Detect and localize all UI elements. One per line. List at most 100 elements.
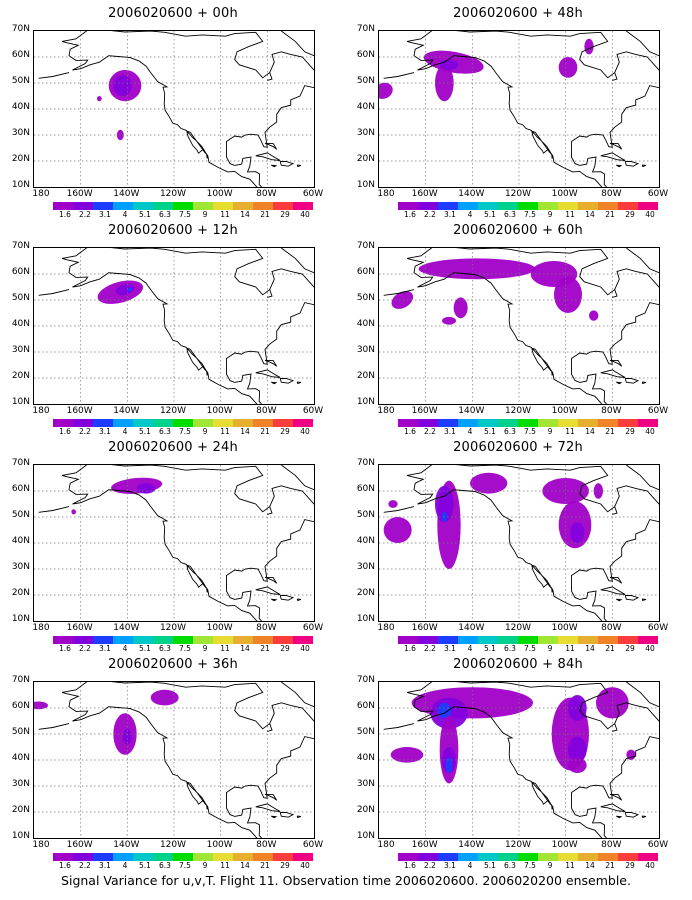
colorbar-swatch [53, 202, 73, 210]
figure-caption: Signal Variance for u,v,T. Flight 11. Ob… [61, 873, 631, 888]
colorbar-label: 6.3 [159, 427, 171, 436]
colorbar-swatch [253, 636, 273, 644]
colorbar-label: 5.1 [484, 210, 496, 219]
colorbar-swatch [233, 202, 253, 210]
colorbar-label: 40 [300, 210, 310, 219]
longitude-label: 100W [206, 840, 233, 850]
colorbar-swatch [538, 419, 558, 427]
coastline [600, 152, 626, 161]
colorbar-label: 3.1 [444, 427, 456, 436]
colorbar-swatch [498, 419, 518, 427]
latitude-label: 20N [356, 805, 375, 815]
colorbar-swatch [638, 202, 658, 210]
colorbar [53, 853, 313, 861]
colorbar-label: 40 [300, 644, 310, 653]
longitude-label: 140W [458, 840, 485, 850]
coastline [271, 381, 278, 385]
colorbar-label: 3.1 [444, 644, 456, 653]
colorbar-swatch [73, 419, 93, 427]
colorbar-swatch [53, 853, 73, 861]
colorbar-label: 40 [300, 427, 310, 436]
map-svg [34, 465, 314, 621]
colorbar-label: 4 [467, 210, 473, 219]
latitude-label: 10N [11, 614, 30, 624]
colorbar-swatch [478, 202, 498, 210]
latitude-label: 70N [356, 458, 375, 468]
colorbar-label: 21 [260, 861, 270, 870]
longitude-label: 160W [66, 189, 93, 199]
coastline [624, 595, 640, 601]
longitude-label: 80W [256, 406, 277, 416]
map-svg [34, 31, 314, 187]
coastline [406, 465, 659, 621]
coastline [279, 161, 295, 167]
colorbar-label: 3.1 [99, 861, 111, 870]
colorbar-label: 14 [240, 644, 250, 653]
latitude-label: 30N [11, 779, 30, 789]
longitude-label: 80W [601, 406, 622, 416]
longitude-label: 100W [551, 840, 578, 850]
variance-contour [136, 483, 156, 494]
colorbar-swatch [273, 202, 293, 210]
colorbar-swatch [193, 636, 213, 644]
longitude-label: 180 [32, 840, 50, 850]
colorbar-label: 4 [467, 427, 473, 436]
colorbar-label: 2.2 [424, 210, 436, 219]
colorbar-swatch [518, 853, 538, 861]
colorbar-swatch [273, 419, 293, 427]
colorbar-swatch [253, 853, 273, 861]
colorbar-label: 1.6 [59, 427, 71, 436]
colorbar-label: 40 [645, 210, 655, 219]
coastline [279, 378, 295, 384]
latitude-label: 60N [356, 50, 375, 60]
longitude-label: 140W [113, 623, 140, 633]
coastline [406, 31, 659, 187]
coastline [264, 359, 278, 367]
colorbar-label: 4 [467, 861, 473, 870]
longitude-label: 100W [206, 623, 233, 633]
colorbar-swatch [53, 419, 73, 427]
map-svg [379, 248, 659, 404]
latitude-label: 30N [356, 345, 375, 355]
variance-contour [626, 749, 636, 760]
colorbar-swatch [93, 853, 113, 861]
colorbar-swatch [458, 202, 478, 210]
longitude-label: 80W [256, 189, 277, 199]
colorbar-label: 9 [202, 210, 208, 219]
latitude-label: 50N [356, 510, 375, 520]
latitude-label: 70N [11, 241, 30, 251]
colorbar-label: 2.2 [424, 861, 436, 870]
coastline [38, 72, 70, 79]
variance-contour [379, 82, 393, 99]
colorbar-swatch [418, 853, 438, 861]
variance-contour [470, 472, 508, 494]
colorbar-swatch [293, 853, 313, 861]
colorbar-label: 2.2 [424, 644, 436, 653]
coastline [383, 723, 415, 730]
latitude-label: 30N [11, 128, 30, 138]
longitude-label: 120W [159, 840, 187, 850]
colorbar-label: 29 [625, 644, 635, 653]
coastline [279, 595, 295, 601]
colorbar-swatch [233, 853, 253, 861]
longitude-label: 60W [647, 623, 669, 633]
coastline [255, 369, 281, 378]
variance-contour [34, 701, 48, 710]
coastline [296, 164, 302, 168]
colorbar-label: 1.6 [59, 644, 71, 653]
colorbar-label: 3.1 [99, 427, 111, 436]
longitude-label: 120W [159, 189, 187, 199]
coastline [255, 152, 281, 161]
colorbar-swatch [113, 419, 133, 427]
panel-title: 2006020600 + 72h [453, 440, 583, 455]
colorbar-label: 40 [300, 861, 310, 870]
variance-contour [383, 517, 412, 543]
variance-contour [122, 728, 132, 745]
coastline [61, 248, 314, 404]
colorbar-label: 5.1 [139, 644, 151, 653]
colorbar-swatch [518, 202, 538, 210]
colorbar-swatch [173, 853, 193, 861]
latitude-label: 20N [11, 154, 30, 164]
map-frame [33, 30, 315, 188]
coastline [61, 691, 258, 838]
